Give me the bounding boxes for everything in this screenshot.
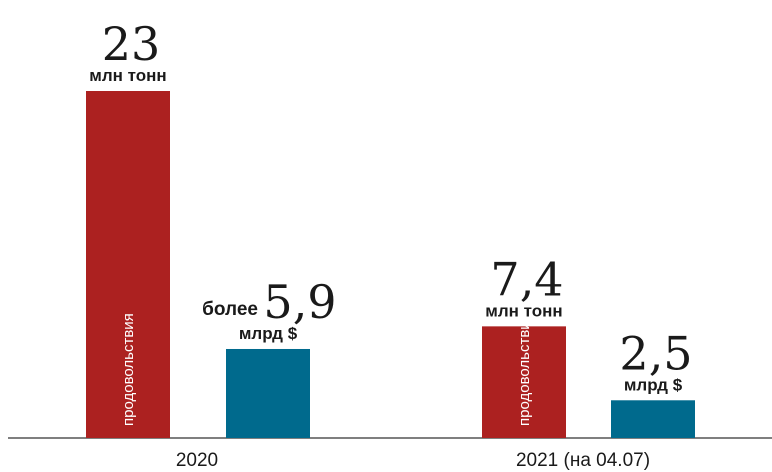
unit-label: млрд $ <box>239 324 298 343</box>
in-bar-label: продовольствия <box>120 313 137 426</box>
value-label: 2,5 <box>619 326 692 380</box>
unit-label: млрд $ <box>624 375 683 394</box>
bar-money-1 <box>611 400 695 438</box>
unit-label: млн тонн <box>485 301 562 320</box>
in-bar-label: продовольствия <box>516 313 533 426</box>
bar-money-0 <box>226 348 310 438</box>
x-tick-label: 2020 <box>176 450 218 471</box>
value-label: 5,9 <box>263 275 336 329</box>
value-label: 23 <box>102 17 161 71</box>
value-prefix-label: более <box>202 299 258 320</box>
unit-label: млн тонн <box>89 66 166 85</box>
value-label: 7,4 <box>490 252 563 306</box>
bar-food-1 <box>482 326 566 438</box>
x-tick-label: 2021 (на 04.07) <box>516 450 650 471</box>
bar-food-0 <box>86 91 170 438</box>
